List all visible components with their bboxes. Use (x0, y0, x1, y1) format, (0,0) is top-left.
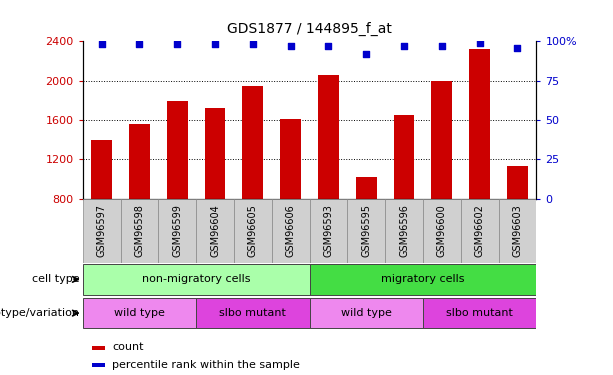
Bar (498, 199, 536, 262)
Text: GSM96595: GSM96595 (361, 204, 371, 257)
Text: GSM96597: GSM96597 (97, 204, 107, 257)
Point (475, 40, 485, 46)
Point (512, 45, 522, 51)
Bar (507, 166, 528, 278)
Bar (129, 124, 150, 278)
Point (437, 43, 447, 49)
Bar (348, 199, 385, 262)
Bar (167, 101, 188, 278)
Bar (394, 115, 414, 278)
Text: GSM96593: GSM96593 (324, 204, 333, 257)
Bar (83, 298, 196, 328)
Point (210, 41, 220, 47)
Bar (243, 86, 263, 278)
Bar (318, 75, 339, 278)
Text: migratory cells: migratory cells (381, 274, 465, 284)
Text: GSM96596: GSM96596 (399, 204, 409, 257)
Point (248, 41, 257, 47)
Text: slbo mutant: slbo mutant (219, 308, 286, 318)
Bar (280, 119, 301, 278)
Point (172, 41, 182, 47)
Bar (205, 108, 226, 278)
Text: GSM96600: GSM96600 (437, 204, 447, 257)
Bar (91, 140, 112, 278)
Text: wild type: wild type (114, 308, 165, 318)
Text: count: count (112, 342, 143, 352)
Text: GSM96599: GSM96599 (172, 204, 182, 257)
Text: GSM96605: GSM96605 (248, 204, 258, 257)
Point (324, 43, 333, 49)
Text: GSM96603: GSM96603 (512, 204, 522, 257)
Bar (356, 177, 376, 278)
Bar (234, 199, 272, 262)
Point (399, 43, 409, 49)
Text: percentile rank within the sample: percentile rank within the sample (112, 360, 300, 369)
Bar (158, 199, 196, 262)
Text: GSM96598: GSM96598 (134, 204, 145, 257)
Bar (461, 199, 498, 262)
Text: GSM96602: GSM96602 (474, 204, 485, 257)
Bar (310, 298, 423, 328)
Bar (196, 199, 234, 262)
Point (134, 41, 145, 47)
Bar (423, 298, 536, 328)
Bar (121, 199, 158, 262)
Point (361, 51, 371, 57)
Text: cell type: cell type (32, 274, 80, 284)
Bar (310, 264, 536, 295)
Text: GSM96606: GSM96606 (286, 204, 295, 257)
Bar (196, 298, 310, 328)
Bar (385, 199, 423, 262)
Text: non-migratory cells: non-migratory cells (142, 274, 250, 284)
Bar (272, 199, 310, 262)
Bar (83, 199, 121, 262)
Bar (83, 264, 310, 295)
Title: GDS1877 / 144895_f_at: GDS1877 / 144895_f_at (227, 22, 392, 36)
Point (97, 41, 107, 47)
Text: wild type: wild type (341, 308, 392, 318)
Bar (432, 81, 452, 278)
Text: slbo mutant: slbo mutant (446, 308, 513, 318)
Bar (310, 199, 348, 262)
Point (286, 43, 295, 49)
Bar (470, 49, 490, 278)
Bar (423, 199, 461, 262)
Text: GSM96604: GSM96604 (210, 204, 220, 257)
Bar (92, 346, 105, 350)
Bar (92, 363, 105, 367)
Text: genotype/variation: genotype/variation (0, 308, 80, 318)
